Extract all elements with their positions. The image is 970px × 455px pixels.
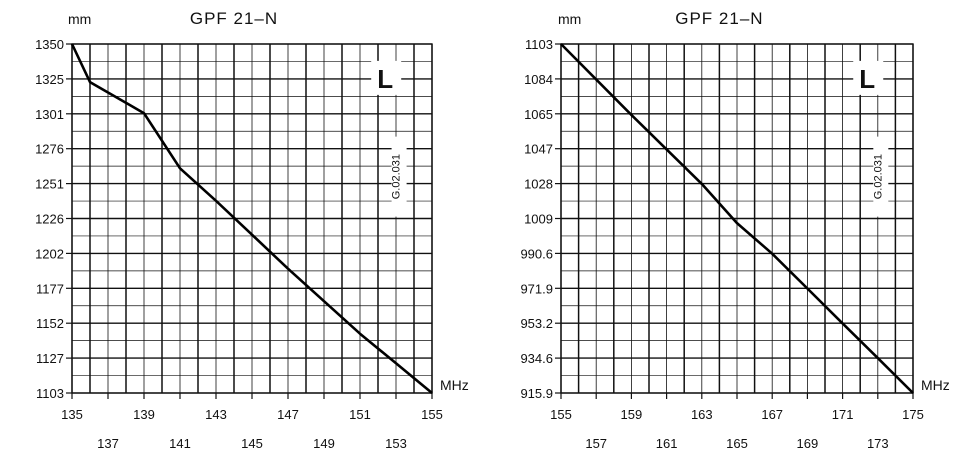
x-tick-label-lower: 141 — [169, 436, 191, 451]
marker-backdrop — [371, 60, 402, 95]
y-tick-label: 971.9 — [520, 281, 553, 296]
x-tick-label-upper: 147 — [277, 407, 299, 422]
x-tick-label-upper: 135 — [61, 407, 83, 422]
chart-title: GPF 21–N — [190, 9, 278, 28]
grid — [71, 43, 433, 394]
y-tick-label: 953.2 — [520, 316, 553, 331]
y-tick-label: 1325 — [35, 72, 64, 87]
y-tick-label: 1152 — [36, 316, 64, 331]
x-tick-label-lower: 161 — [656, 436, 678, 451]
chart-right: 1103 1084 1065 1047 1028 1009 990.6 971.9 953.2 9… — [520, 9, 949, 451]
drawing-code: G.02.031 — [391, 154, 403, 199]
x-tick-label-lower: 145 — [241, 436, 263, 451]
y-tick-label: 1301 — [35, 107, 64, 122]
code-backdrop — [391, 136, 407, 217]
y-tick-label: 1009 — [524, 212, 553, 227]
x-tick-label-lower: 165 — [726, 436, 748, 451]
x-tick-label-lower: 169 — [797, 436, 819, 451]
marker-backdrop — [853, 60, 884, 95]
y-tick-label: 1028 — [524, 177, 553, 192]
y-tick-label: 1103 — [36, 386, 64, 401]
x-tick-label-upper: 175 — [902, 407, 924, 422]
x-tick-label-lower: 157 — [585, 436, 607, 451]
y-tick-label: 915.9 — [520, 386, 553, 401]
chart-title: GPF 21–N — [675, 9, 763, 28]
x-tick-label-lower: 153 — [385, 436, 407, 451]
drawing-code: G.02.031 — [872, 154, 884, 199]
y-tick-label: 1047 — [524, 142, 553, 157]
x-axis-unit: MHz — [921, 377, 950, 393]
y-axis-unit: mm — [68, 11, 91, 27]
x-tick-label-upper: 171 — [832, 407, 854, 422]
y-tick-label: 1226 — [35, 212, 64, 227]
marker-label: L — [377, 64, 393, 94]
x-tick-label-upper: 143 — [205, 407, 227, 422]
x-tick-label-upper: 163 — [691, 407, 713, 422]
y-tick-label: 990.6 — [520, 246, 553, 261]
marker-label: L — [859, 64, 875, 94]
y-tick-label: 1103 — [525, 37, 553, 52]
y-tick-label: 1350 — [35, 37, 64, 52]
x-tick-label-lower: 173 — [867, 436, 889, 451]
x-tick-label-upper: 167 — [761, 407, 783, 422]
y-axis-unit: mm — [558, 11, 581, 27]
code-backdrop — [873, 136, 889, 217]
y-tick-label: 1251 — [35, 177, 64, 192]
y-tick-label: 1065 — [524, 107, 553, 122]
x-tick-label-upper: 155 — [421, 407, 443, 422]
x-axis-unit: MHz — [440, 377, 469, 393]
y-tick-label: 1177 — [36, 281, 64, 296]
x-tick-label-upper: 139 — [133, 407, 155, 422]
y-tick-label: 1276 — [35, 142, 64, 157]
y-tick-label: 934.6 — [520, 351, 553, 366]
x-tick-label-upper: 159 — [621, 407, 643, 422]
y-tick-label: 1202 — [35, 246, 64, 261]
y-tick-label: 1127 — [36, 351, 64, 366]
x-tick-label-upper: 151 — [349, 407, 371, 422]
x-tick-label-upper: 155 — [550, 407, 572, 422]
chart-left: 1350 1325 1301 1276 1251 1226 1202 1177 1152 1127… — [35, 9, 469, 451]
x-tick-label-lower: 149 — [313, 436, 335, 451]
y-tick-label: 1084 — [524, 72, 553, 87]
x-tick-label-lower: 137 — [97, 436, 119, 451]
